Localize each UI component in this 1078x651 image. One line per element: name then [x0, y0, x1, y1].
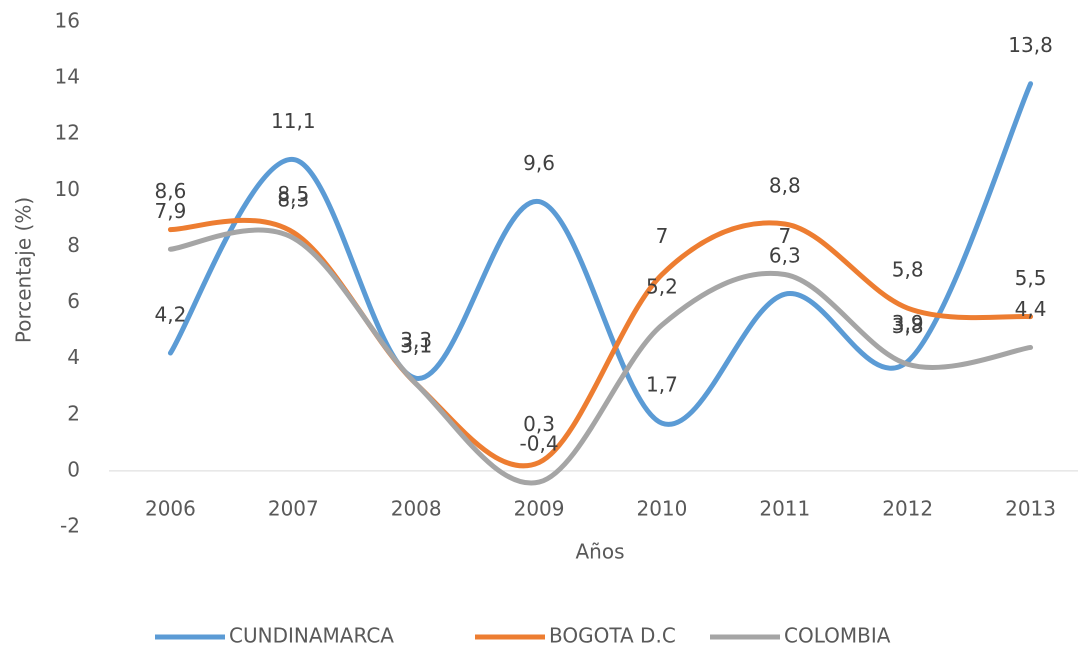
data-label: 8,8	[769, 174, 801, 198]
series-line	[167, 227, 1034, 486]
data-label: 3,1	[400, 333, 432, 357]
y-tick-label: 16	[55, 9, 80, 33]
data-label: 6,3	[769, 244, 801, 268]
y-tick-label: 8	[67, 233, 80, 257]
x-tick-label: 2013	[1005, 497, 1056, 521]
data-label: 7	[656, 224, 669, 248]
data-label: 5,2	[646, 275, 678, 299]
y-tick-label: 10	[55, 177, 80, 201]
data-label: 3,8	[892, 314, 924, 338]
legend-label: CUNDINAMARCA	[229, 624, 394, 648]
data-label: 0,3	[523, 412, 555, 436]
data-label: 4,4	[1015, 297, 1047, 321]
data-label: 13,8	[1008, 33, 1053, 57]
legend-label: BOGOTA D.C	[549, 624, 676, 648]
data-label: 5,5	[1015, 266, 1047, 290]
x-tick-label: 2010	[636, 497, 687, 521]
y-tick-label: 4	[67, 345, 80, 369]
y-tick-label: -2	[60, 514, 80, 538]
y-tick-label: 6	[67, 289, 80, 313]
data-label: 8,6	[155, 179, 187, 203]
x-axis-title: Años	[575, 540, 624, 564]
y-tick-label: 14	[55, 65, 80, 89]
data-label: 11,1	[271, 109, 316, 133]
series-line	[167, 217, 1034, 469]
y-tick-label: 0	[67, 457, 80, 481]
data-label: 7	[778, 224, 791, 248]
x-tick-label: 2008	[391, 497, 442, 521]
data-label: 8,5	[277, 182, 309, 206]
x-tick-label: 2007	[268, 497, 319, 521]
data-label: 5,8	[892, 258, 924, 282]
data-label: -0,4	[520, 432, 559, 456]
data-label: 9,6	[523, 151, 555, 175]
data-label: 3,1	[400, 333, 432, 357]
data-label: 1,7	[646, 373, 678, 397]
x-tick-label: 2009	[514, 497, 565, 521]
y-tick-label: 12	[55, 121, 80, 145]
data-label: 3,9	[892, 311, 924, 335]
data-label: 7,9	[155, 199, 187, 223]
data-label: 3,3	[400, 328, 432, 352]
data-label: 4,2	[155, 303, 187, 327]
x-tick-label: 2011	[759, 497, 810, 521]
x-tick-label: 2006	[145, 497, 196, 521]
y-tick-label: 2	[67, 401, 80, 425]
legend-label: COLOMBIA	[784, 624, 891, 648]
x-tick-label: 2012	[882, 497, 933, 521]
data-label: 8,3	[277, 188, 309, 212]
y-axis-title: Porcentaje (%)	[12, 197, 36, 343]
series-line	[167, 81, 1034, 427]
